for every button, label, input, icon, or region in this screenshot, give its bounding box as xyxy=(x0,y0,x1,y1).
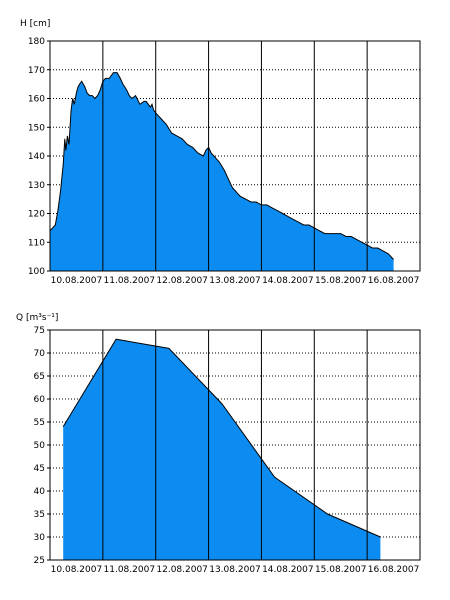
water-level-y-tick-label: 150 xyxy=(28,123,45,133)
discharge-series-line xyxy=(62,338,381,538)
water-level-date-tick-label: 12.08.2007 xyxy=(156,276,208,286)
discharge-y-tick-label: 55 xyxy=(34,418,45,428)
discharge-area-series xyxy=(63,339,381,560)
discharge-y-axis-title: Q [m³s⁻¹] xyxy=(16,313,58,323)
discharge-y-tick-label: 30 xyxy=(34,533,46,543)
discharge-y-tick-label: 65 xyxy=(34,372,45,382)
discharge-y-tick-label: 70 xyxy=(34,349,46,359)
discharge-date-tick-label: 14.08.2007 xyxy=(262,565,314,575)
water-level-y-tick-label: 180 xyxy=(28,37,45,47)
discharge-date-tick-label: 10.08.2007 xyxy=(51,565,103,575)
water-level-plot-frame xyxy=(49,40,421,272)
water-level-series-line xyxy=(49,72,394,260)
discharge-chart: Q [m³s⁻¹] 25 30 35 40 45 50 55 60 65 70 75 10.08.20… xyxy=(16,313,421,575)
discharge-y-tick-label: 25 xyxy=(34,556,45,566)
water-level-y-tick-label: 120 xyxy=(28,210,45,220)
water-level-date-tick-label: 14.08.2007 xyxy=(262,276,314,286)
water-level-y-axis-title: H [cm] xyxy=(20,19,50,29)
discharge-date-tick-label: 13.08.2007 xyxy=(209,565,261,575)
water-level-date-tick-label: 10.08.2007 xyxy=(51,276,103,286)
discharge-y-tick-label: 50 xyxy=(34,441,46,451)
discharge-date-tick-label: 15.08.2007 xyxy=(315,565,367,575)
water-level-y-tick-label: 170 xyxy=(28,66,45,76)
water-level-area-series xyxy=(50,72,394,271)
discharge-y-tick-label: 40 xyxy=(34,487,46,497)
water-level-date-tick-label: 16.08.2007 xyxy=(368,276,420,286)
discharge-y-tick-label: 35 xyxy=(34,510,45,520)
discharge-date-tick-label: 16.08.2007 xyxy=(368,565,420,575)
water-level-y-tick-label: 100 xyxy=(28,267,45,277)
discharge-y-tick-label: 45 xyxy=(34,464,45,474)
discharge-y-tick-label: 75 xyxy=(34,326,45,336)
water-level-date-tick-label: 15.08.2007 xyxy=(315,276,367,286)
discharge-date-tick-label: 12.08.2007 xyxy=(156,565,208,575)
discharge-y-tick-label: 60 xyxy=(34,395,46,405)
discharge-plot-frame xyxy=(49,329,421,561)
water-level-date-tick-label: 11.08.2007 xyxy=(104,276,156,286)
water-level-y-tick-label: 160 xyxy=(28,95,45,105)
water-level-y-tick-label: 110 xyxy=(28,238,45,248)
water-level-chart: H [cm] 100 110 120 130 140 150 160 170 180 10.08.… xyxy=(20,19,421,286)
water-level-y-tick-label: 140 xyxy=(28,152,45,162)
water-level-y-tick-label: 130 xyxy=(28,181,45,191)
water-level-date-tick-label: 13.08.2007 xyxy=(209,276,261,286)
discharge-date-tick-label: 11.08.2007 xyxy=(104,565,156,575)
